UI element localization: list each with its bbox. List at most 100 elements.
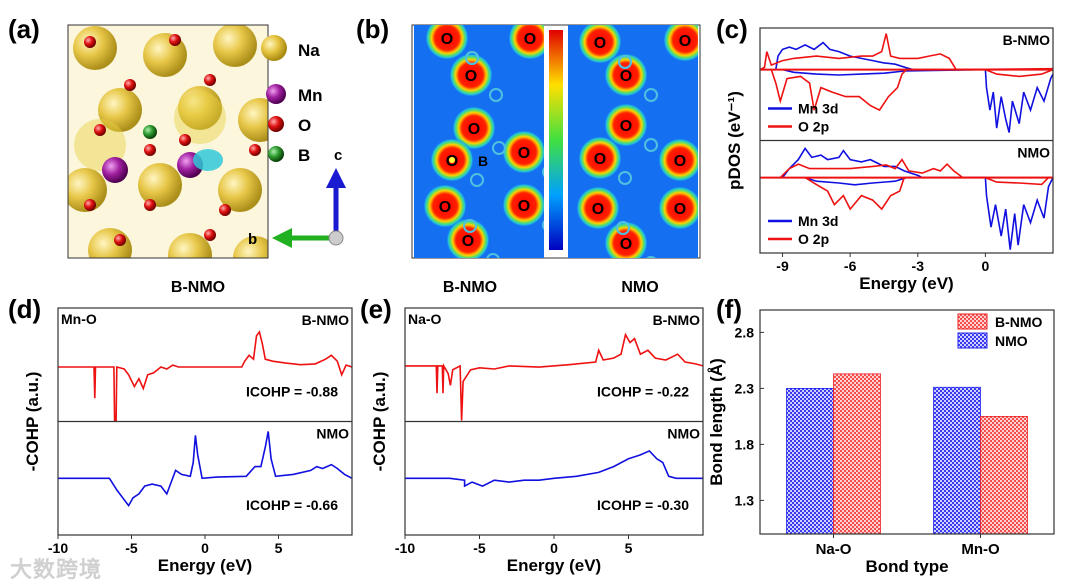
minor-contour [699, 174, 711, 186]
x-tick-label: -5 [473, 540, 486, 556]
y-tick-label: 2.3 [735, 380, 755, 396]
oxygen-site-label: O [524, 31, 536, 48]
legend-label: NMO [995, 333, 1028, 349]
na-atom [68, 168, 107, 212]
o-atom [169, 34, 181, 46]
minor-contour [542, 167, 544, 177]
density-lobe [502, 183, 544, 227]
subpanel-title: NMO [1017, 145, 1050, 161]
mn-atom [102, 157, 128, 183]
subpanel-title: NMO [316, 426, 349, 442]
c-axis-label: c [334, 147, 342, 164]
subpanel-title: B-NMO [1003, 32, 1051, 48]
o-atom [144, 144, 156, 156]
density-lobe [576, 186, 620, 230]
density-lobe [423, 184, 467, 228]
panel-label-e: (e) [360, 294, 392, 324]
panel-a-caption: B-NMO [171, 279, 225, 296]
boron-label: B [478, 153, 488, 169]
minor-contour [644, 88, 658, 102]
o-atom [219, 204, 231, 216]
b-atom-icon [268, 146, 284, 162]
o-atom [204, 74, 216, 86]
panel-d: (d) ICOHP = -0.88 Mn-O B-NMO ICOHP = -0.66 NM… [8, 294, 353, 575]
icohp-annotation: ICOHP = -0.66 [246, 497, 338, 513]
series-line-mn-3d-down [782, 68, 1054, 133]
panel-c: (c) Mn 3d O 2p B-NMO Mn 3d O 2p NMO -9 -6 -3 0 Ener… [716, 14, 1054, 293]
oxygen-site-label: O [441, 31, 453, 48]
y-axis-label: Bond length (Å) [707, 358, 726, 485]
series-line-mn-3d-up [781, 146, 923, 179]
x-tick-label: Mn-O [961, 541, 1000, 558]
series-line-o-2p-down [770, 68, 1054, 112]
o-atom [179, 134, 191, 146]
density-lobe [578, 136, 622, 180]
density-lobe [604, 103, 648, 147]
na-atom [233, 236, 268, 258]
minor-contour [704, 54, 716, 66]
watermark: 大数跨境 [10, 558, 103, 583]
panel-label-b: (b) [356, 14, 389, 44]
boron-site [449, 157, 455, 163]
icohp-annotation: ICOHP = -0.22 [597, 384, 689, 400]
minor-contour [618, 55, 632, 69]
panel-e: (e) ICOHP = -0.22 Na-O B-NMO ICOHP = -0.30 NM… [360, 294, 704, 575]
x-tick-label: -10 [395, 540, 415, 556]
minor-contour [644, 138, 658, 152]
o-atom [144, 199, 156, 211]
icohp-annotation: ICOHP = -0.30 [597, 497, 689, 513]
series-line-mn-3d-up [775, 41, 914, 71]
na-atom [218, 168, 262, 212]
oxygen-site-label: O [620, 236, 632, 253]
x-tick-label: -6 [844, 258, 857, 274]
na-atom [168, 233, 212, 258]
b-atom [143, 125, 157, 139]
x-axis-label: Energy (eV) [859, 274, 953, 293]
legend-mn: Mn [298, 86, 323, 105]
legend-na: Na [298, 41, 320, 60]
legend-label: Mn 3d [798, 101, 838, 117]
x-tick-label: -5 [125, 540, 138, 556]
na-atom [178, 86, 222, 130]
minor-contour [646, 256, 656, 258]
minor-contour [542, 220, 544, 230]
axis-indicator: c b [248, 147, 346, 248]
b-axis-label: b [248, 231, 257, 248]
panel-b-caption-nmo: NMO [621, 279, 658, 296]
na-atom [213, 25, 257, 67]
minor-contour [489, 88, 503, 102]
y-tick-label: 1.3 [735, 492, 755, 508]
subpanel-b-nmo: Mn 3d O 2p B-NMO [759, 32, 1054, 135]
oxygen-site-label: O [620, 68, 632, 85]
bar-nmo-mn-o [933, 386, 981, 535]
oxygen-site-label: O [594, 35, 606, 52]
y-axis-label: pDOS (eV⁻¹) [725, 91, 744, 190]
minor-contour [618, 171, 632, 185]
o-atom-icon [268, 116, 284, 132]
atom-legend: Na Mn O B [261, 35, 323, 165]
panel-label-a: (a) [8, 14, 40, 44]
oxygen-site-label: O [674, 153, 686, 170]
oxygen-site-label: O [594, 151, 606, 168]
legend-b: B [298, 146, 310, 165]
oxygen-site-label: O [468, 121, 480, 138]
x-tick-label: -10 [48, 540, 68, 556]
oxygen-site-label: O [518, 145, 530, 162]
icohp-annotation: ICOHP = -0.88 [246, 384, 338, 400]
legend-label: O 2p [798, 119, 829, 135]
minor-contour [463, 219, 477, 233]
panel-label-f: (f) [716, 294, 742, 324]
isosurface [174, 92, 226, 144]
oxygen-site-label: O [518, 198, 530, 215]
oxygen-site-label: O [674, 201, 686, 218]
panel-label-c: (c) [716, 14, 748, 44]
o-atom [249, 144, 261, 156]
na-atom [98, 88, 142, 132]
oxygen-site-label: O [439, 199, 451, 216]
o-atom [124, 79, 136, 91]
density-lobe [446, 218, 490, 258]
minor-contour [699, 222, 711, 234]
